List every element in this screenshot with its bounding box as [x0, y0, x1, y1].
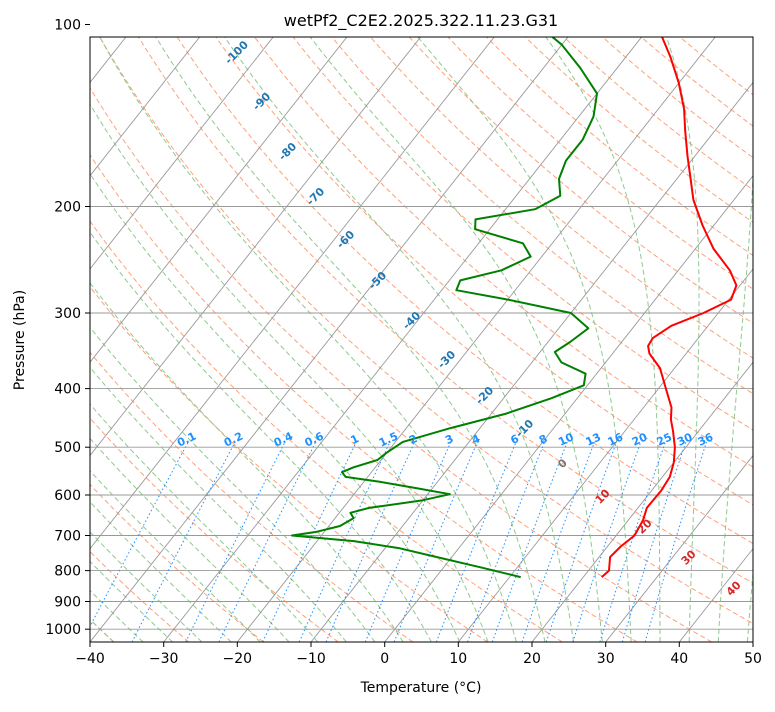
- y-tick-label: 400: [54, 382, 81, 398]
- y-tick-label: 900: [54, 595, 81, 611]
- x-tick-label: 40: [670, 651, 688, 667]
- y-tick-label: 300: [54, 306, 81, 322]
- y-axis-title: Pressure (hPa): [12, 290, 28, 390]
- y-tick-label: 500: [54, 440, 81, 456]
- y-tick-label: 800: [54, 564, 81, 580]
- x-tick-label: −30: [149, 651, 179, 667]
- chart-title: wetPf2_C2E2.2025.322.11.23.G31: [284, 11, 558, 31]
- y-tick-label: 100: [54, 18, 81, 34]
- x-tick-label: −20: [223, 651, 253, 667]
- x-tick-label: −40: [75, 651, 105, 667]
- y-tick-label: 200: [54, 200, 81, 216]
- x-tick-label: 10: [449, 651, 467, 667]
- x-tick-label: 30: [597, 651, 615, 667]
- y-tick-label: 600: [54, 488, 81, 504]
- x-tick-label: −10: [296, 651, 326, 667]
- x-tick-label: 20: [523, 651, 541, 667]
- x-axis-title: Temperature (°C): [360, 680, 482, 696]
- y-tick-label: 700: [54, 529, 81, 545]
- x-tick-label: 0: [380, 651, 389, 667]
- y-tick-label: 1000: [45, 622, 81, 638]
- x-tick-label: 50: [744, 651, 762, 667]
